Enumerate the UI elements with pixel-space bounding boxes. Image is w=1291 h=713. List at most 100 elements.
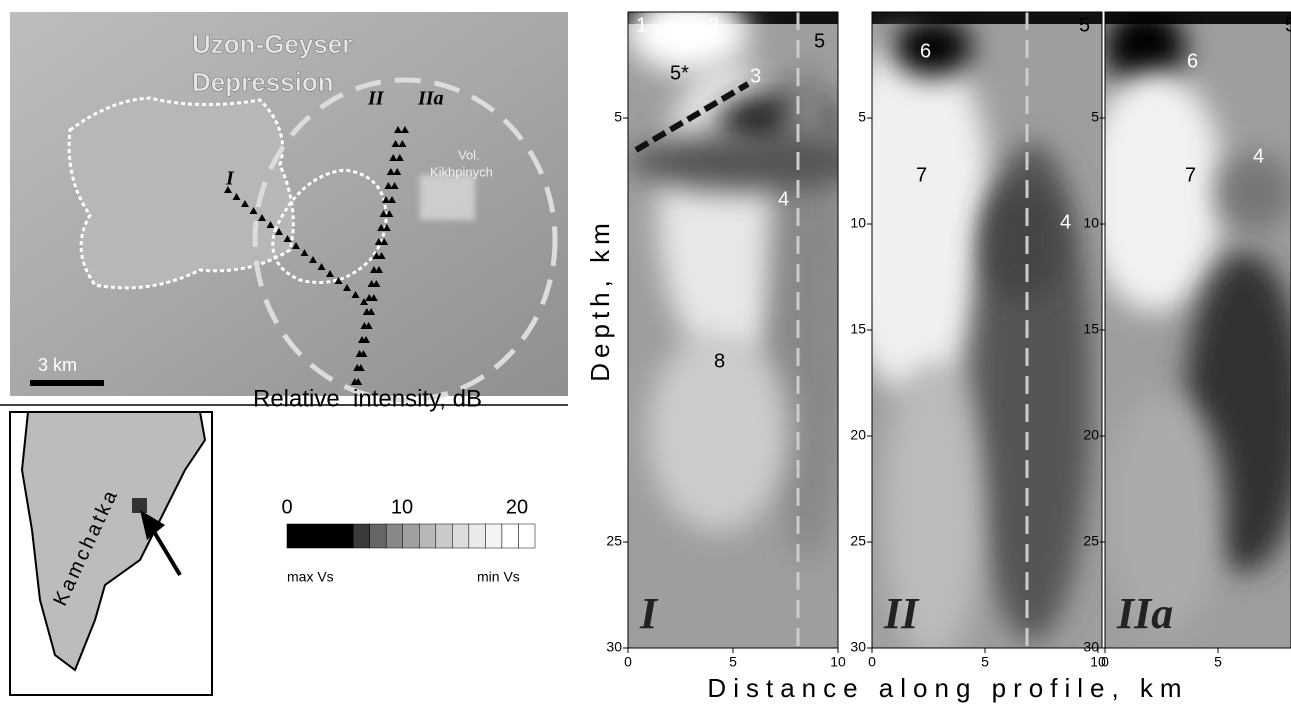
legend-title: Relative intensity, dB bbox=[253, 385, 482, 412]
station bbox=[386, 168, 395, 175]
station bbox=[365, 294, 374, 301]
station bbox=[326, 270, 334, 277]
y-tick-label: 25 bbox=[606, 533, 622, 549]
y-tick-label: 15 bbox=[1083, 321, 1099, 337]
legend-low: max Vs bbox=[287, 569, 334, 585]
legend-swatch bbox=[303, 523, 321, 549]
legend-tick: 0 bbox=[281, 496, 292, 518]
intensity-zone bbox=[872, 32, 992, 392]
legend bbox=[286, 523, 536, 549]
station bbox=[266, 221, 275, 228]
station bbox=[232, 193, 241, 200]
anomaly-label: 6 bbox=[920, 40, 931, 62]
anomaly-label: 5* bbox=[670, 62, 689, 84]
station bbox=[249, 207, 258, 214]
station bbox=[224, 186, 232, 193]
scale-bar bbox=[30, 380, 104, 386]
legend-swatch bbox=[485, 523, 503, 549]
profile-panel: 6 5 7 4 IIa 5 10 15 20 25 300 5 bbox=[1083, 11, 1291, 670]
map-title: Depression bbox=[192, 67, 334, 97]
intensity-zone bbox=[1105, 392, 1225, 632]
intensity-zone bbox=[1215, 152, 1291, 232]
legend-swatch bbox=[435, 523, 453, 549]
legend-high: min Vs bbox=[477, 569, 520, 585]
station bbox=[241, 200, 249, 207]
profile-label: I bbox=[225, 168, 235, 190]
anomaly-label: 5 bbox=[814, 30, 825, 52]
station-triangles bbox=[224, 126, 409, 385]
x-axis-label: Distance along profile, km bbox=[707, 673, 1188, 703]
x-tick-label: 5 bbox=[1214, 654, 1222, 670]
station bbox=[372, 252, 381, 259]
fault-line bbox=[634, 81, 750, 153]
station bbox=[317, 263, 326, 270]
intensity-zone bbox=[982, 182, 1062, 302]
station bbox=[292, 242, 300, 249]
station bbox=[309, 256, 317, 263]
station bbox=[395, 154, 404, 161]
station bbox=[388, 196, 396, 203]
station bbox=[358, 336, 366, 343]
station bbox=[382, 196, 390, 203]
intensity-zone bbox=[1105, 12, 1185, 87]
anomaly-label: 4 bbox=[1060, 211, 1071, 233]
y-tick-label: 15 bbox=[850, 321, 866, 337]
station bbox=[401, 126, 409, 133]
y-tick-label: 5 bbox=[614, 109, 622, 125]
y-tick-label: 30 bbox=[606, 639, 622, 655]
legend-swatch bbox=[319, 523, 337, 549]
anomaly-label: 4 bbox=[778, 188, 789, 210]
station bbox=[362, 308, 371, 315]
section bbox=[1105, 12, 1291, 648]
relief-map bbox=[10, 12, 568, 403]
station bbox=[384, 182, 393, 189]
anomaly-label: 3 bbox=[750, 65, 761, 87]
volcano-label: Kikhpinych bbox=[430, 164, 493, 179]
y-tick-label: 25 bbox=[850, 533, 866, 549]
station bbox=[377, 224, 386, 231]
x-tick-label: 0 bbox=[868, 654, 876, 670]
legend-swatch bbox=[336, 523, 354, 549]
anomaly-label: 1 bbox=[636, 14, 647, 36]
profile-name: IIa bbox=[1116, 589, 1173, 638]
profile-label: IIa bbox=[417, 88, 444, 110]
top-strip bbox=[872, 12, 1102, 24]
intensity-zone bbox=[628, 132, 838, 192]
x-tick-label: 10 bbox=[830, 654, 846, 670]
station bbox=[360, 298, 368, 305]
station bbox=[350, 378, 359, 385]
legend-tick: 10 bbox=[391, 496, 413, 518]
anomaly-label: 2 bbox=[708, 14, 719, 36]
y-tick-label: 20 bbox=[850, 427, 866, 443]
anomaly-label: 7 bbox=[916, 164, 927, 186]
y-tick-label: 5 bbox=[858, 109, 866, 125]
scale-label: 3 km bbox=[38, 355, 77, 375]
profile-name: II bbox=[883, 589, 920, 638]
x-tick-label: 5 bbox=[981, 654, 989, 670]
x-tick-label: 5 bbox=[729, 654, 737, 670]
volcano-label: Vol. bbox=[458, 147, 480, 162]
intensity-zone bbox=[648, 332, 788, 532]
legend-swatch bbox=[352, 523, 370, 549]
intensity-zone bbox=[882, 362, 982, 648]
station bbox=[367, 280, 376, 287]
profile-panel: 1 2 3 4 5 5* 8 I 5 25 300 5 10 bbox=[606, 11, 846, 670]
legend-swatch bbox=[468, 523, 486, 549]
station bbox=[370, 266, 378, 273]
station bbox=[343, 284, 351, 291]
x-tick-label: 0 bbox=[624, 654, 632, 670]
anomaly-label: 6 bbox=[1187, 50, 1198, 72]
station bbox=[351, 291, 360, 298]
station bbox=[390, 182, 399, 189]
anomaly-label: 4 bbox=[1253, 145, 1264, 167]
station bbox=[355, 350, 364, 357]
section bbox=[628, 12, 838, 648]
y-tick-label: 30 bbox=[850, 639, 866, 655]
legend-tick: 20 bbox=[506, 496, 528, 518]
y-tick-label: 30 bbox=[1083, 639, 1099, 655]
station bbox=[283, 235, 292, 242]
station bbox=[389, 154, 398, 161]
intensity-zone bbox=[1105, 72, 1225, 312]
